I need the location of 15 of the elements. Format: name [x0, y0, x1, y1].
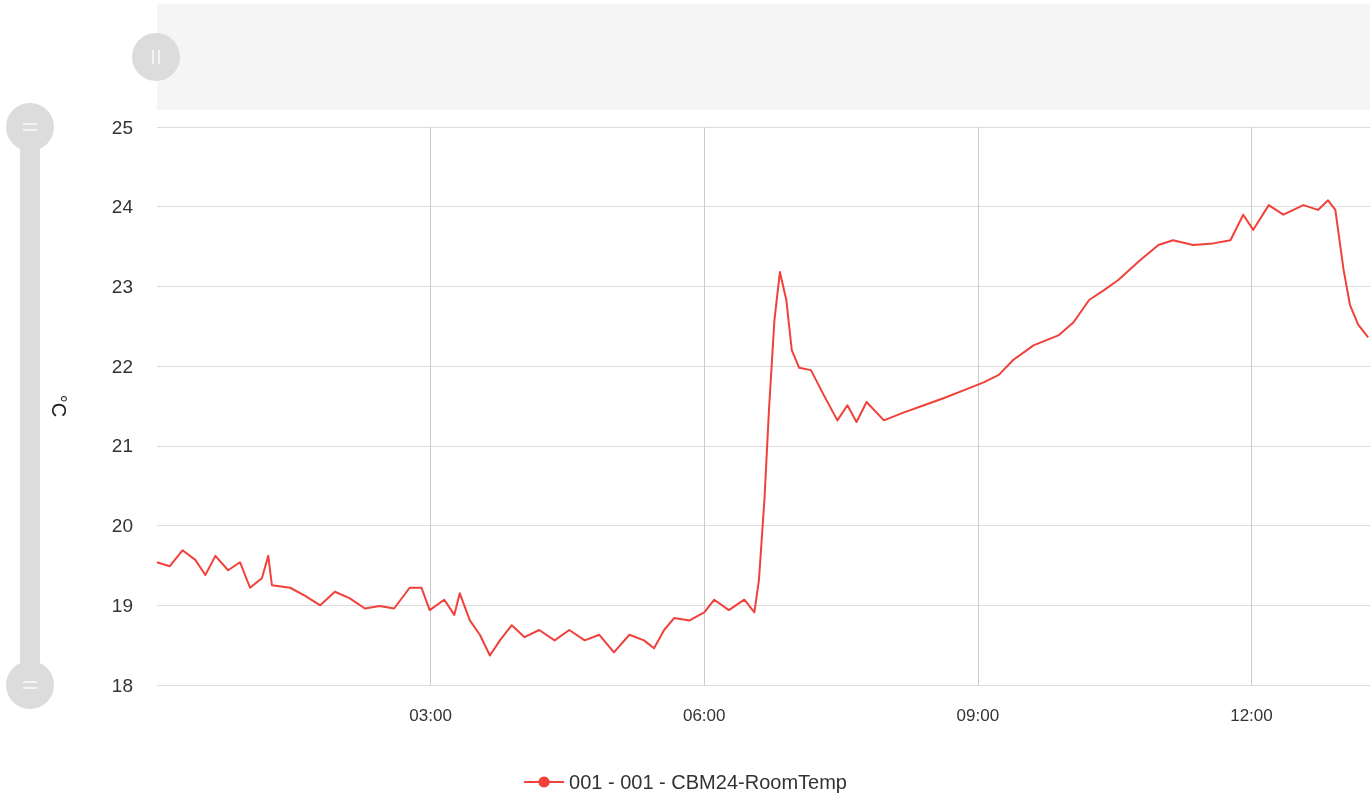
legend-label: 001 - 001 - CBM24-RoomTemp [569, 771, 847, 793]
y-tick-label: 20 [111, 515, 133, 537]
y-tick-label: 22 [111, 355, 133, 377]
y-tick-label: 23 [111, 275, 133, 297]
y-tick-label: 19 [111, 594, 133, 616]
x-tick-label: 03:00 [409, 706, 452, 725]
y-tick-label: 24 [111, 196, 134, 218]
x-tick-label: 06:00 [682, 706, 726, 725]
x-tick-label: 12:00 [1230, 706, 1273, 725]
x-tick-label: 09:00 [956, 706, 1000, 725]
y-axis-title: °C [48, 394, 70, 418]
y-tick-label: 18 [111, 674, 133, 696]
line-series [156, 199, 1370, 657]
y-tick-label: 21 [111, 435, 133, 457]
y-tick-label: 25 [111, 116, 133, 138]
